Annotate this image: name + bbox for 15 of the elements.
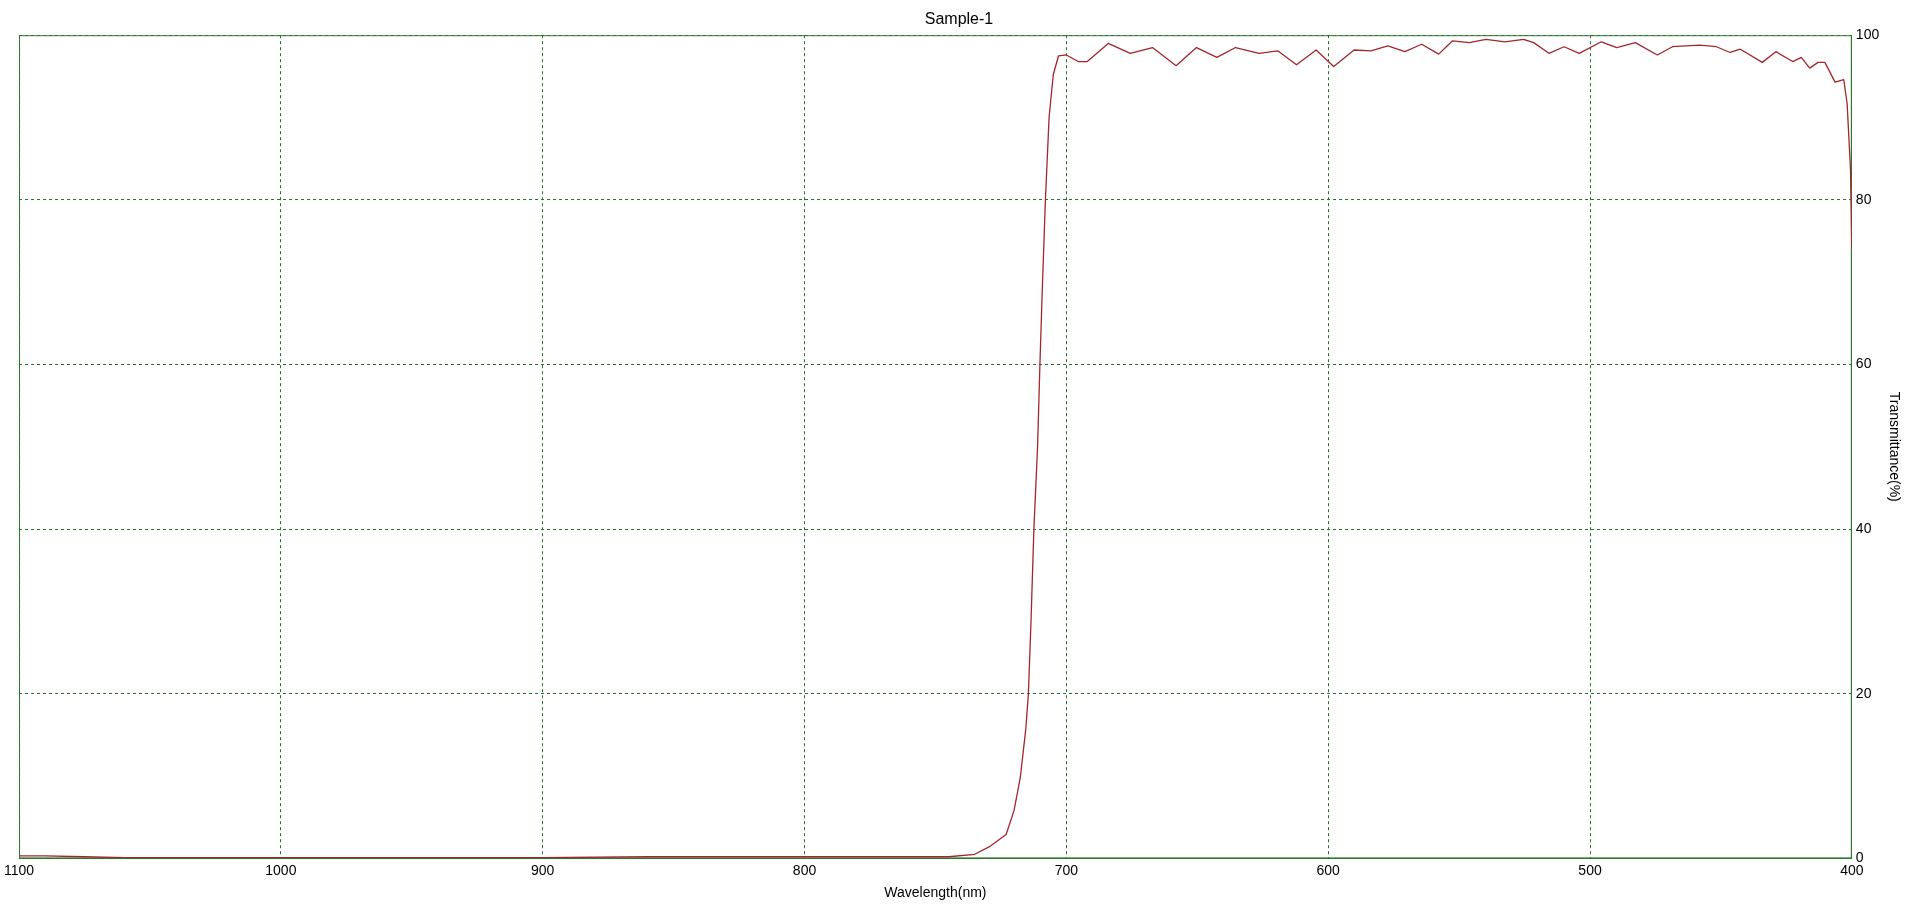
x-tick-label: 800: [792, 861, 817, 878]
x-tick-label: 1100: [4, 861, 35, 878]
y-tick-label: 20: [1855, 684, 1872, 701]
y-tick-label: 40: [1855, 519, 1872, 536]
x-tick-label: 1000: [265, 861, 297, 878]
x-axis-title: Wavelength(nm): [884, 884, 987, 901]
chart-title: Sample-1: [924, 10, 994, 28]
y-tick-label: 80: [1855, 190, 1872, 207]
x-tick-label: 700: [1054, 861, 1079, 878]
x-tick-label: 500: [1578, 861, 1602, 878]
y-axis-title: Transmittance(%): [1886, 391, 1903, 502]
y-tick-label: 100: [1855, 26, 1880, 43]
x-tick-label: 900: [531, 861, 555, 878]
x-tick-label: 600: [1316, 861, 1341, 878]
y-tick-label: 60: [1855, 355, 1872, 372]
